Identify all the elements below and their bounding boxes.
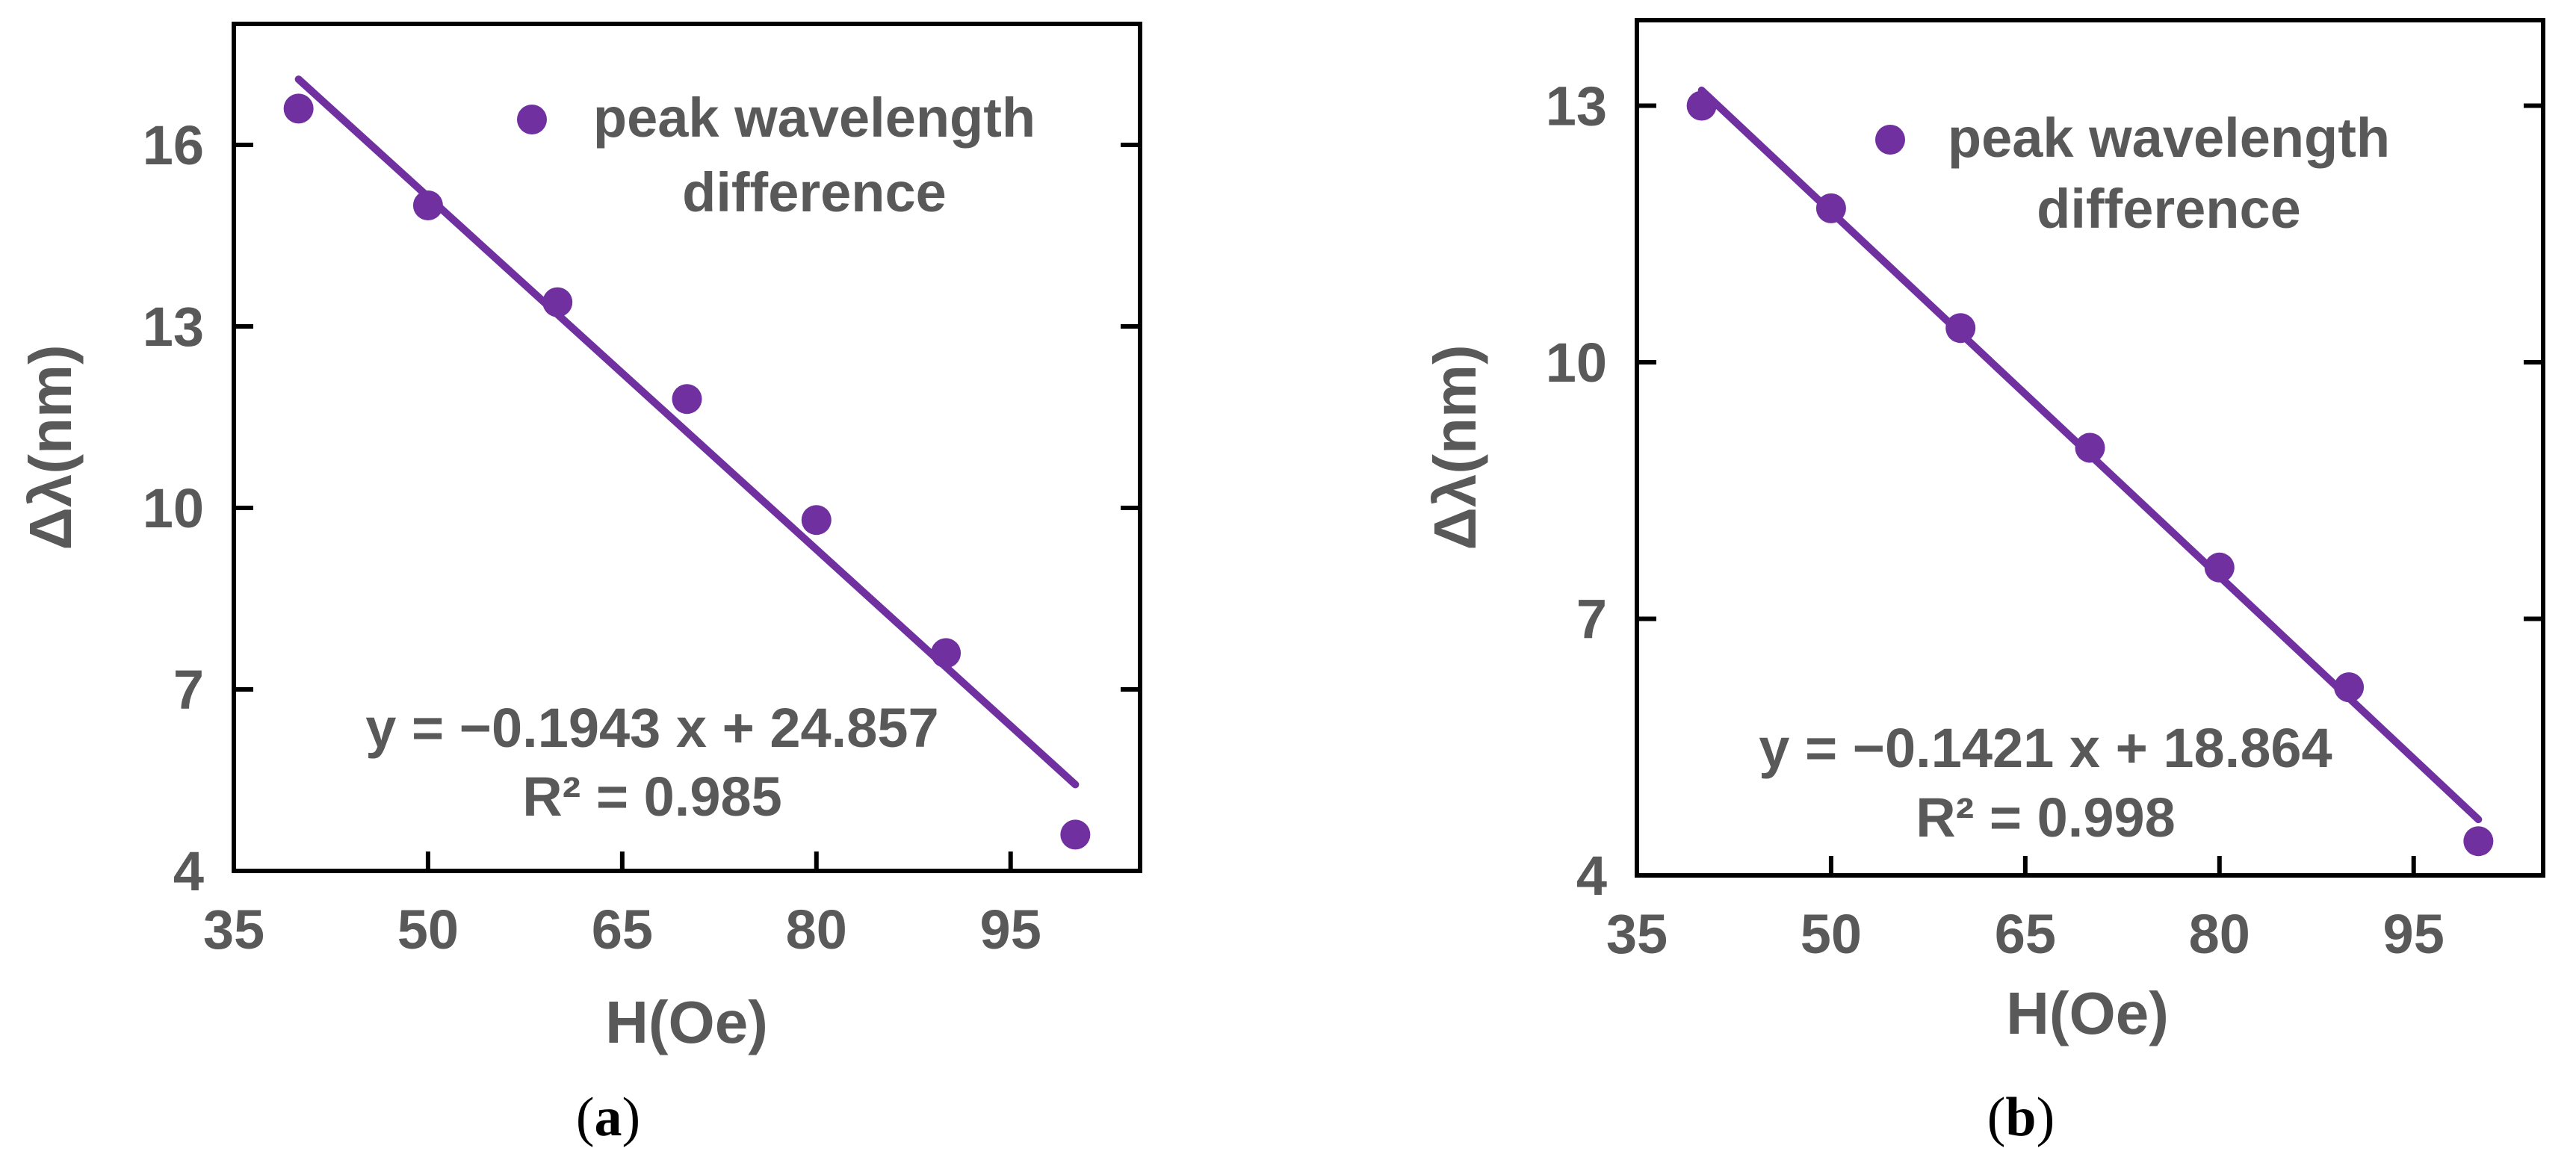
y-axis-label: Δλ(nm) xyxy=(1422,344,1488,550)
x-tick-label: 35 xyxy=(1606,903,1668,965)
legend-label-line2: difference xyxy=(2037,178,2301,240)
x-tick-label: 65 xyxy=(592,899,653,961)
x-tick-label: 80 xyxy=(786,899,847,961)
tick-marks xyxy=(1635,103,2543,878)
data-point xyxy=(2204,552,2235,583)
panel-caption-letter: a xyxy=(595,1087,622,1148)
r-squared: R² = 0.985 xyxy=(522,766,782,828)
data-point xyxy=(2463,826,2494,857)
panel-caption: (b) xyxy=(1987,1087,2055,1148)
data-point xyxy=(931,638,962,668)
panel-caption-letter: b xyxy=(2005,1087,2036,1148)
chart-panel-a: 35 50 65 80 95 4 7 10 13 16 peak wavelength diff… xyxy=(17,22,1142,1148)
y-tick-label: 4 xyxy=(173,840,204,902)
chart-panel-b: 35 50 65 80 95 4 7 10 13 peak wavelength differ… xyxy=(1422,18,2545,1148)
legend-label-line2: difference xyxy=(682,161,947,223)
fit-equation: y = −0.1421 x + 18.864 xyxy=(1759,717,2332,779)
data-point xyxy=(542,287,573,317)
data-point xyxy=(1815,193,1846,223)
tick-marks xyxy=(232,143,1140,873)
fit-equation: y = −0.1943 x + 24.857 xyxy=(365,697,938,759)
y-tick-label: 13 xyxy=(143,296,204,358)
panel-caption: (a) xyxy=(576,1087,640,1148)
x-tick-label: 95 xyxy=(980,899,1041,961)
legend-marker xyxy=(1875,125,1905,155)
y-tick-labels: 4 7 10 13 16 xyxy=(143,114,204,902)
plot-frame xyxy=(1635,18,2545,878)
x-tick-label: 65 xyxy=(1995,903,2056,965)
data-point xyxy=(1945,313,1976,344)
y-tick-label: 4 xyxy=(1576,845,1607,907)
plot-frame xyxy=(232,22,1142,873)
data-point xyxy=(283,93,314,124)
data-point xyxy=(801,505,832,536)
legend-label-line1: peak wavelength xyxy=(593,87,1035,149)
data-point xyxy=(672,384,702,415)
x-axis-label: H(Oe) xyxy=(605,989,768,1055)
x-tick-label: 95 xyxy=(2383,903,2445,965)
x-axis-label: H(Oe) xyxy=(2006,980,2169,1046)
legend-marker xyxy=(517,105,547,134)
y-tick-labels: 4 7 10 13 xyxy=(1546,75,1607,908)
data-point xyxy=(2334,672,2365,703)
y-tick-label: 10 xyxy=(143,477,204,539)
data-point xyxy=(412,190,443,220)
legend-label-line1: peak wavelength xyxy=(1948,107,2390,169)
y-tick-label: 13 xyxy=(1546,75,1607,137)
y-axis-label: Δλ(nm) xyxy=(17,344,84,550)
y-tick-label: 16 xyxy=(143,114,204,176)
data-point xyxy=(1686,90,1717,121)
x-tick-label: 50 xyxy=(397,899,459,961)
r-squared: R² = 0.998 xyxy=(1916,787,2176,849)
data-point xyxy=(2075,432,2105,463)
y-tick-label: 7 xyxy=(1576,589,1607,651)
data-point xyxy=(1060,819,1091,850)
y-tick-label: 10 xyxy=(1546,332,1607,394)
x-tick-labels: 35 50 65 80 95 xyxy=(203,899,1041,961)
x-tick-label: 35 xyxy=(203,899,264,961)
x-tick-label: 80 xyxy=(2189,903,2250,965)
y-tick-label: 7 xyxy=(173,659,204,721)
data-points xyxy=(1686,90,2494,857)
x-tick-labels: 35 50 65 80 95 xyxy=(1606,903,2445,965)
data-points xyxy=(283,93,1091,850)
x-tick-label: 50 xyxy=(1801,903,1862,965)
